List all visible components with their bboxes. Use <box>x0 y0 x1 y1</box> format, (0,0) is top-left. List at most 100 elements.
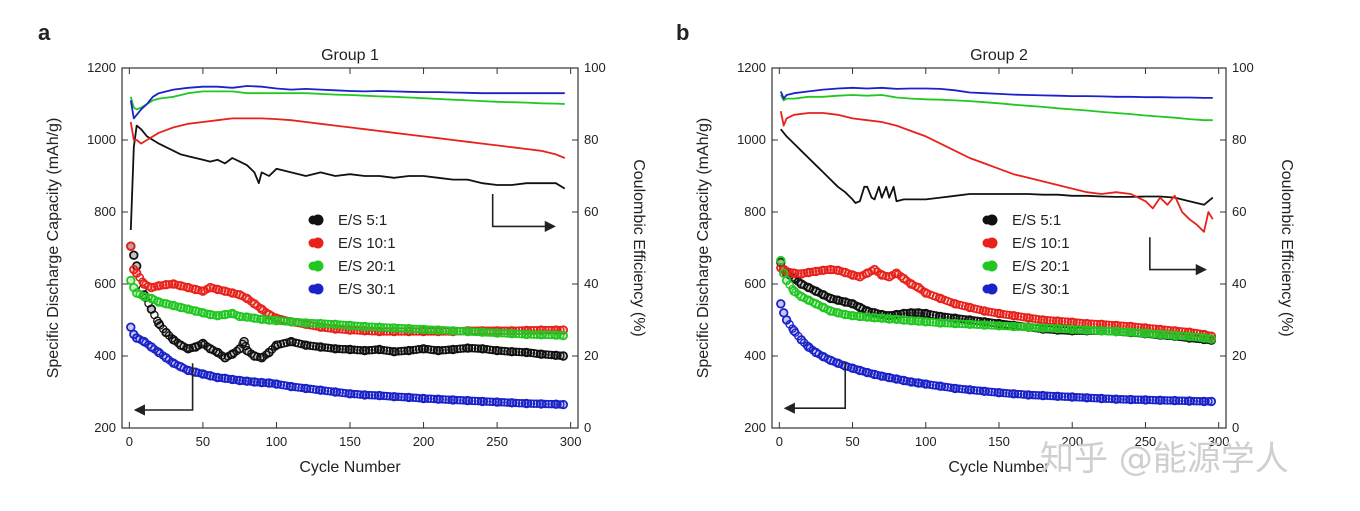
capacity-marker <box>400 346 409 356</box>
capacity-marker <box>902 376 911 386</box>
capacity-marker <box>414 393 424 403</box>
capacity-marker <box>464 343 474 353</box>
capacity-marker <box>785 280 794 289</box>
capacity-marker <box>870 313 879 323</box>
ce-series-group <box>129 85 566 231</box>
capacity-marker <box>429 394 439 404</box>
capacity-marker <box>1160 396 1169 405</box>
capacity-marker <box>1034 323 1043 332</box>
capacity-marker <box>282 381 291 391</box>
ce-line-1 <box>129 124 566 231</box>
capacity-marker <box>1119 327 1128 337</box>
capacity-marker <box>917 317 926 326</box>
capacity-marker <box>987 387 996 397</box>
capacity-marker <box>411 324 421 334</box>
ce-line-3 <box>129 90 565 111</box>
capacity-marker <box>370 345 380 355</box>
capacity-marker <box>526 348 536 358</box>
capacity-marker <box>347 389 356 399</box>
capacity-marker <box>414 345 424 354</box>
capacity-marker <box>406 393 415 402</box>
capacity-marker <box>344 389 353 398</box>
capacity-marker <box>217 373 227 383</box>
capacity-marker <box>329 319 339 329</box>
capacity-marker <box>541 350 550 359</box>
capacity-marker <box>1081 393 1090 402</box>
capacity-marker <box>514 329 524 339</box>
capacity-series-group <box>776 255 1217 407</box>
capacity-marker <box>441 345 450 355</box>
capacity-marker <box>829 265 838 275</box>
capacity-marker <box>1183 332 1193 341</box>
panel-letter: a <box>38 20 51 45</box>
capacity-marker <box>1043 391 1052 401</box>
capacity-marker <box>488 345 497 355</box>
capacity-marker <box>506 398 515 407</box>
capacity-marker <box>1072 393 1081 402</box>
capacity-marker <box>459 327 468 336</box>
capacity-marker <box>1051 324 1061 333</box>
capacity-marker <box>1037 315 1046 325</box>
capacity-marker <box>358 322 368 331</box>
capacity-marker <box>981 387 991 396</box>
capacity-marker <box>1163 396 1172 405</box>
capacity-marker <box>1201 333 1210 343</box>
capacity-marker <box>526 330 536 339</box>
capacity-marker <box>949 383 958 393</box>
capacity-marker <box>917 308 926 318</box>
capacity-marker <box>476 327 486 337</box>
capacity-marker <box>1154 395 1163 405</box>
capacity-marker <box>547 350 556 360</box>
capacity-marker <box>879 314 888 323</box>
capacity-marker <box>297 318 306 327</box>
capacity-marker <box>556 400 565 409</box>
capacity-marker <box>1189 396 1199 406</box>
capacity-marker <box>453 395 462 405</box>
capacity-marker <box>1025 313 1035 323</box>
capacity-marker <box>129 250 139 260</box>
capacity-marker <box>459 344 468 353</box>
capacity-marker <box>138 277 147 287</box>
capacity-marker <box>385 323 394 332</box>
capacity-marker <box>1095 394 1105 403</box>
capacity-marker <box>456 326 465 336</box>
capacity-marker <box>1034 391 1043 400</box>
capacity-marker <box>453 326 462 336</box>
capacity-marker <box>911 378 920 387</box>
capacity-marker <box>223 374 233 384</box>
capacity-marker <box>306 318 315 328</box>
capacity-marker <box>276 316 286 326</box>
y2-tick-label: 20 <box>1232 348 1246 363</box>
capacity-marker <box>1116 395 1125 404</box>
capacity-marker <box>1019 322 1029 332</box>
capacity-marker <box>341 320 350 330</box>
capacity-marker <box>1163 330 1172 340</box>
capacity-marker <box>1145 395 1155 405</box>
capacity-marker <box>1107 394 1117 404</box>
capacity-marker <box>400 392 409 402</box>
y-tick-label: 600 <box>94 276 116 291</box>
capacity-marker <box>500 398 509 407</box>
capacity-marker <box>1192 396 1201 406</box>
capacity-marker <box>329 387 339 397</box>
capacity-marker <box>1148 395 1158 405</box>
capacity-marker <box>270 316 280 325</box>
capacity-marker <box>826 265 835 274</box>
x-tick-label: 150 <box>988 434 1010 449</box>
capacity-marker <box>1098 394 1108 403</box>
capacity-marker <box>403 393 412 402</box>
capacity-marker <box>323 386 333 396</box>
capacity-marker <box>308 318 318 328</box>
capacity-marker <box>1005 322 1014 331</box>
capacity-marker <box>488 397 497 407</box>
y2-tick-label: 100 <box>584 60 606 75</box>
capacity-marker <box>914 378 923 388</box>
y2-tick-label: 0 <box>584 420 591 435</box>
legend-label: E/S 20:1 <box>1012 258 1070 275</box>
capacity-marker <box>958 384 967 394</box>
capacity-marker <box>1002 321 1011 331</box>
capacity-marker <box>1133 395 1143 404</box>
capacity-marker <box>1125 395 1134 404</box>
capacity-marker <box>506 329 515 338</box>
capacity-marker <box>776 256 786 265</box>
